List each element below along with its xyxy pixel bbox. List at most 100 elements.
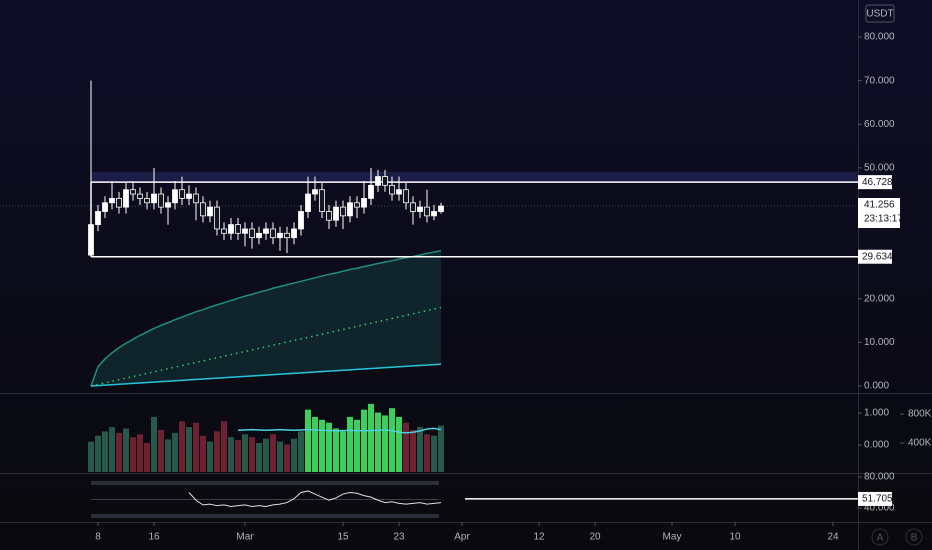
volume-bar — [382, 415, 388, 472]
candle-body — [165, 202, 171, 208]
candle-body — [333, 206, 339, 221]
countdown-label: 23:13:17 — [864, 214, 903, 225]
candle-body — [158, 193, 164, 208]
volume-bar — [319, 419, 325, 472]
x-tick-label: 16 — [148, 532, 160, 543]
candle-body — [424, 206, 430, 217]
volume-bar — [165, 439, 171, 472]
level-label-box — [858, 249, 892, 264]
y-tick-label: 80.000 — [864, 472, 895, 483]
x-tick-label: May — [663, 532, 682, 543]
candle-body — [200, 202, 206, 217]
candle-body — [116, 198, 122, 208]
volume-bar — [368, 403, 374, 472]
x-tick-label: 15 — [337, 532, 349, 543]
volume-bar — [172, 432, 178, 472]
candle-body — [193, 193, 199, 204]
candle-body — [431, 211, 437, 217]
volume-bar — [277, 441, 283, 472]
volume-bar — [403, 422, 409, 472]
volume-bar — [361, 409, 367, 472]
candle-body — [298, 211, 304, 230]
volume-bar — [158, 429, 164, 472]
x-tick-label: 12 — [533, 532, 545, 543]
y-tick-label: 70.000 — [864, 75, 895, 86]
volume-bar — [256, 442, 262, 472]
candle-body — [389, 184, 395, 195]
line-series — [90, 363, 442, 387]
scale-button-label[interactable]: A — [877, 533, 884, 544]
line-series — [90, 250, 442, 387]
x-tick-label: 10 — [729, 532, 741, 543]
candle-body — [179, 189, 185, 199]
candle-body — [305, 193, 311, 212]
candle-body — [88, 224, 94, 256]
volume-bar — [221, 421, 227, 472]
volume-bar — [333, 428, 339, 472]
y-tick-label: 10.000 — [864, 337, 895, 348]
candle-body — [221, 228, 227, 234]
volume-bar — [298, 431, 304, 472]
band-fill — [91, 250, 441, 387]
candle-body — [242, 228, 248, 234]
candle-body — [172, 189, 178, 204]
candle-body — [382, 176, 388, 186]
y-tick-label: 20.000 — [864, 293, 895, 304]
volume-bar — [312, 416, 318, 472]
volume-bar — [263, 438, 269, 472]
level-label: 29.634 — [862, 251, 893, 262]
volume-bar — [123, 428, 129, 472]
candle-body — [186, 193, 192, 199]
volume-bar — [193, 422, 199, 472]
scale-button-label[interactable]: B — [911, 533, 918, 544]
candle-body — [375, 176, 381, 186]
volume-bar — [305, 409, 311, 472]
rsi-band-top — [91, 481, 439, 485]
candle-body — [319, 189, 325, 212]
volume-bar — [109, 427, 115, 472]
candle-body — [277, 232, 283, 239]
rsi-band-bottom — [91, 514, 439, 518]
y-tick-label: 1.000 — [864, 408, 889, 419]
candle-body — [144, 198, 150, 204]
candle-body — [291, 228, 297, 239]
zone — [91, 171, 858, 183]
x-tick-label: 8 — [95, 532, 101, 543]
volume-bar — [102, 431, 108, 472]
scale-button[interactable] — [905, 528, 923, 546]
scale-button[interactable] — [871, 528, 889, 546]
candle-body — [354, 202, 360, 208]
volume-bar — [144, 442, 150, 472]
volume-bar — [137, 434, 143, 472]
line-series — [188, 490, 442, 507]
candle-body — [102, 202, 108, 212]
candle-body — [438, 205, 444, 212]
candle-body — [340, 206, 346, 217]
y-tick-label: 60.000 — [864, 119, 895, 130]
volume-bar — [242, 434, 248, 472]
volume-bar — [235, 440, 241, 472]
x-tick-label: 20 — [589, 532, 601, 543]
volume-bar — [270, 434, 276, 472]
candle-body — [235, 224, 241, 234]
currency-label[interactable]: USDT — [866, 9, 893, 20]
x-tick-label: 23 — [393, 532, 405, 543]
last-price-box — [858, 198, 900, 229]
candle-body — [396, 189, 402, 195]
candle-body — [270, 228, 276, 239]
level-label: 46.728 — [862, 177, 893, 188]
level-label: 51.705 — [862, 494, 893, 505]
level-label-box — [858, 491, 892, 506]
volume-bar — [410, 429, 416, 472]
volume-bar — [207, 441, 213, 472]
candle-body — [207, 206, 213, 217]
currency-box[interactable] — [865, 4, 895, 23]
candle-body — [410, 202, 416, 212]
x-tick-label: 24 — [827, 532, 839, 543]
volume-bar — [417, 427, 423, 472]
volume-bar — [291, 438, 297, 472]
volume-bar — [354, 419, 360, 472]
volume-bar — [214, 431, 220, 472]
line-series — [237, 427, 442, 434]
candle-body — [228, 224, 234, 234]
